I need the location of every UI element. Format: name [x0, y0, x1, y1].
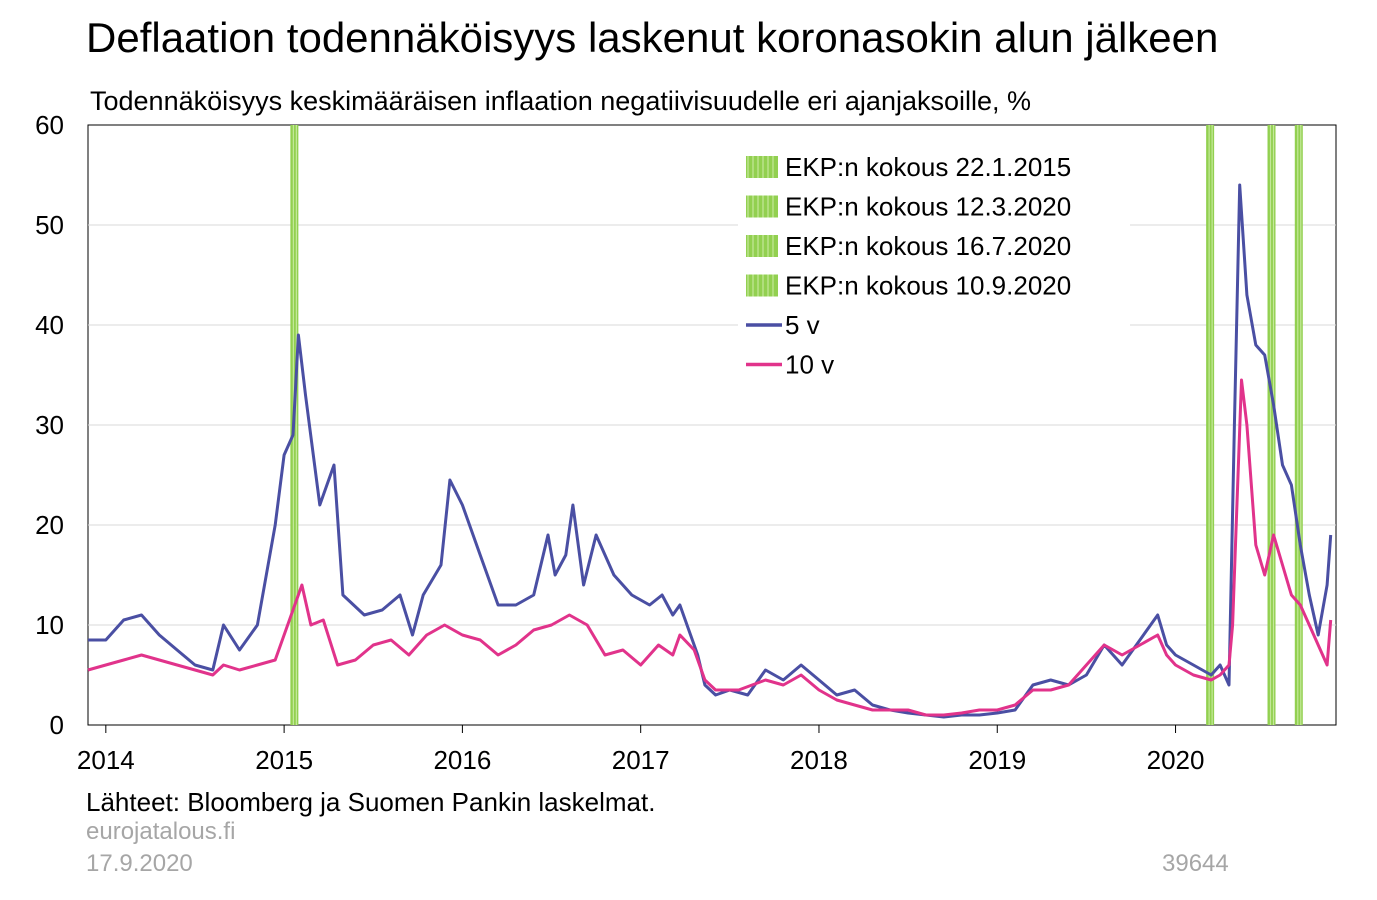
y-tick-label: 30 — [35, 410, 64, 440]
chart-subtitle: Todennäköisyys keskimääräisen inflaation… — [90, 86, 1032, 116]
y-tick-label: 20 — [35, 510, 64, 540]
x-tick-label: 2020 — [1147, 745, 1205, 775]
x-tick-label: 2019 — [968, 745, 1026, 775]
legend-background — [738, 146, 1130, 386]
y-tick-label: 60 — [35, 110, 64, 140]
legend-event-swatch — [746, 274, 778, 297]
chart-code: 39644 — [1162, 850, 1229, 877]
y-tick-label: 50 — [35, 210, 64, 240]
chart-title: Deflaation todennäköisyys laskenut koron… — [86, 14, 1219, 61]
event-bar — [1206, 125, 1215, 725]
event-bar — [1267, 125, 1276, 725]
legend-event-swatch — [746, 156, 778, 178]
series-lines — [87, 183, 1333, 719]
legend-label: EKP:n kokous 22.1.2015 — [785, 152, 1071, 182]
x-axis: 2014 2015 2016 2017 2018 2019 2020 — [77, 725, 1205, 775]
series-line-10v — [87, 378, 1333, 717]
publish-date: 17.9.2020 — [86, 850, 193, 877]
legend-label: 5 v — [785, 310, 820, 340]
x-tick-label: 2018 — [790, 745, 848, 775]
y-axis-labels: 0 10 20 30 40 50 60 — [35, 110, 64, 740]
legend-label: EKP:n kokous 12.3.2020 — [785, 192, 1071, 222]
site-label: eurojatalous.fi — [86, 818, 236, 845]
x-tick-label: 2015 — [255, 745, 313, 775]
x-tick-label: 2017 — [612, 745, 670, 775]
y-tick-label: 0 — [50, 710, 64, 740]
x-tick-label: 2016 — [433, 745, 491, 775]
series-line-5v — [88, 183, 1333, 719]
y-tick-label: 10 — [35, 610, 64, 640]
legend: EKP:n kokous 22.1.2015 EKP:n kokous 12.3.… — [738, 146, 1130, 386]
x-tick-label: 2014 — [77, 745, 135, 775]
legend-event-swatch — [746, 195, 778, 218]
legend-label: EKP:n kokous 10.9.2020 — [785, 271, 1071, 301]
event-bar — [1294, 125, 1303, 725]
legend-label: EKP:n kokous 16.7.2020 — [785, 231, 1071, 261]
source-note: Lähteet: Bloomberg ja Suomen Pankin lask… — [86, 787, 656, 817]
legend-label: 10 v — [785, 350, 834, 380]
legend-event-swatch — [746, 235, 778, 257]
y-tick-label: 40 — [35, 310, 64, 340]
